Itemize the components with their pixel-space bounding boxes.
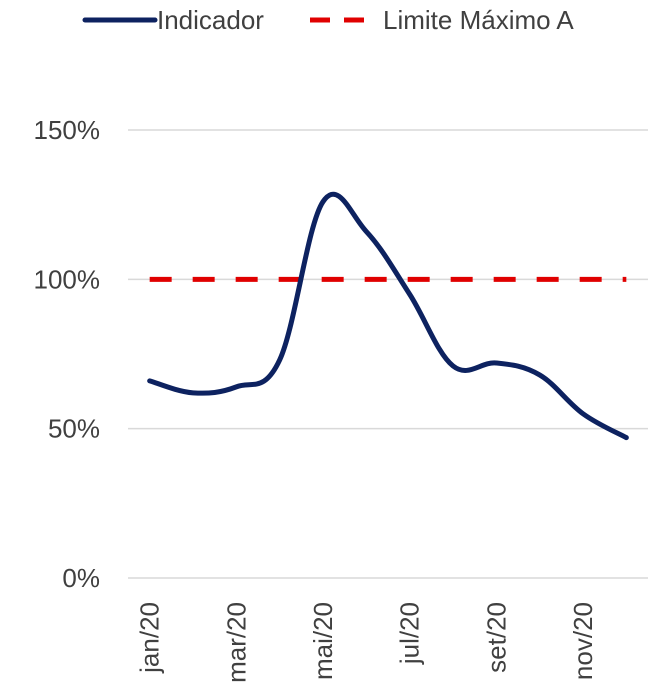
x-tick-label: jul/20: [395, 602, 425, 665]
y-tick-label: 0%: [62, 563, 100, 593]
x-tick-label: mar/20: [221, 602, 251, 683]
series-line-indicador: [147, 191, 629, 441]
legend-label: Limite Máximo A: [383, 5, 574, 35]
y-tick-label: 100%: [34, 264, 101, 294]
x-tick-label: jan/20: [135, 602, 165, 674]
x-tick-label: set/20: [481, 602, 511, 673]
x-tick-label: nov/20: [568, 602, 598, 680]
legend-label: Indicador: [157, 5, 264, 35]
x-tick-label: mai/20: [308, 602, 338, 680]
y-tick-label: 50%: [48, 414, 100, 444]
y-tick-label: 150%: [34, 115, 101, 145]
